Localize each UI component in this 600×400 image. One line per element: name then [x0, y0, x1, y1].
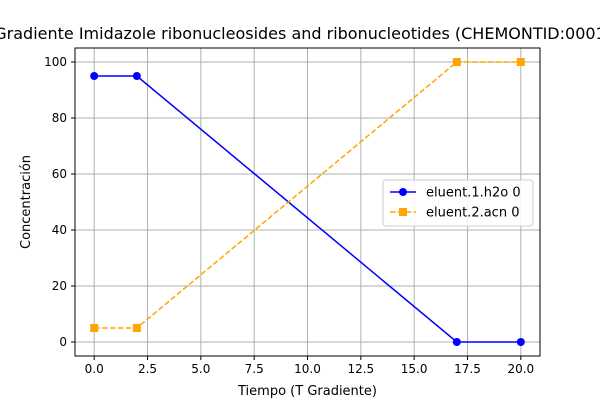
series-1 [90, 72, 525, 346]
data-point [132, 72, 141, 80]
x-tick-label: 0.0 [85, 362, 104, 376]
legend-marker [399, 188, 407, 196]
y-tick-label: 80 [52, 111, 67, 125]
y-axis-label: Concentración [19, 155, 34, 249]
x-tick-label: 5.0 [191, 362, 210, 376]
legend-label: eluent.1.h2o 0 [426, 186, 521, 201]
legend: eluent.1.h2o 0 eluent.2.acn 0 [382, 179, 534, 227]
legend-item: eluent.2.acn 0 [390, 206, 519, 221]
x-axis-label: Tiempo (T Gradiente) [237, 384, 377, 399]
series-line [94, 61, 521, 329]
data-point [452, 58, 461, 66]
y-tick-label: 100 [44, 55, 67, 69]
data-point [516, 338, 525, 346]
data-point [452, 338, 461, 346]
legend-item: eluent.1.h2o 0 [390, 186, 521, 201]
x-tick-label: 2.5 [138, 362, 157, 376]
x-tick-label: 15.0 [401, 362, 428, 376]
x-tick-label: 7.5 [245, 362, 264, 376]
x-tick-label: 12.5 [347, 362, 374, 376]
y-tick-label: 0 [59, 335, 67, 349]
legend-label: eluent.2.acn 0 [426, 206, 519, 221]
legend-box [382, 179, 534, 227]
data-point [90, 72, 99, 80]
x-tick-label: 10.0 [294, 362, 321, 376]
y-tick-label: 60 [52, 167, 67, 181]
x-tick-label: 17.5 [454, 362, 481, 376]
series-2 [90, 58, 525, 332]
data-point [516, 58, 525, 66]
series-line [94, 75, 521, 343]
axis-ticks: 0.0 2.5 5.0 7.5 10.0 12.5 15.0 17.5 20.0 0 20 40 60 8… [44, 55, 534, 376]
data-point [90, 324, 99, 332]
data-point [132, 324, 141, 332]
x-tick-label: 20.0 [507, 362, 534, 376]
chart-title: Gradiente Imidazole ribonucleosides and … [0, 24, 600, 43]
y-tick-label: 40 [52, 223, 67, 237]
legend-marker [399, 208, 407, 216]
y-tick-label: 20 [52, 279, 67, 293]
plot-series [90, 58, 525, 346]
